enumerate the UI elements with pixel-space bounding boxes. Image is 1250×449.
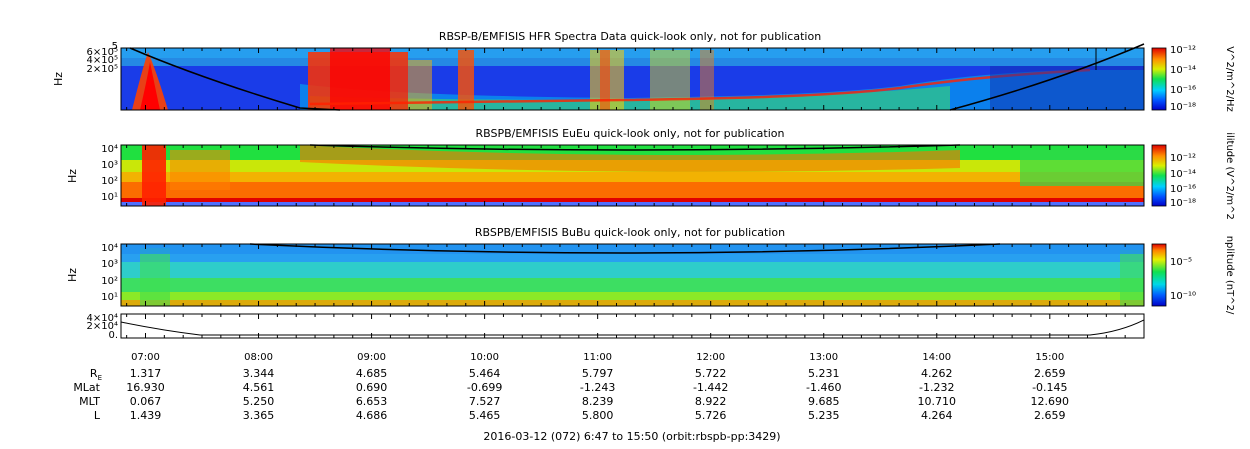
ephemeris-value: 5.722 (695, 367, 727, 380)
panel1-spectrogram (120, 43, 1145, 111)
panel1-ytick: 2×10⁵ (87, 64, 118, 75)
ephemeris-value: 4.685 (356, 367, 388, 380)
ephemeris-value: 4.264 (921, 409, 953, 422)
panel4-line (120, 313, 1145, 339)
x-tick-label: 08:00 (244, 352, 273, 363)
x-axis-ticks (126, 48, 1145, 338)
panel4-ytick: 2×10⁴ (87, 321, 118, 332)
footer-time-range: 2016-03-12 (072) 6:47 to 15:50 (orbit:rb… (483, 430, 780, 443)
ephemeris-value: 5.465 (469, 409, 501, 422)
panel2-title: RBSPB/EMFISIS EuEu quick-look only, not … (475, 127, 784, 140)
x-tick-label: 09:00 (357, 352, 386, 363)
ephemeris-value: 4.686 (356, 409, 388, 422)
panel2-ylabel: Hz (66, 169, 79, 183)
panel3-title: RBSPB/EMFISIS BuBu quick-look only, not … (475, 226, 785, 239)
ephemeris-value: 0.067 (130, 395, 162, 408)
panel3-spectrogram (120, 243, 1145, 307)
panel2-ytick: 10³ (101, 160, 118, 171)
panel3-colorbar: 10⁻⁵ 10⁻¹⁰ nplitude (nT^2/ (1151, 236, 1235, 315)
ephemeris-row-label: MLT (79, 395, 100, 408)
ephemeris-value: -1.460 (806, 381, 841, 394)
ephemeris-value: 5.235 (808, 409, 840, 422)
panel1-cbtick: 10⁻¹⁶ (1170, 85, 1196, 96)
ephemeris-row-label: RE (90, 367, 102, 382)
panel1-ytick-top: 5 (112, 41, 118, 52)
panel2-spectrogram (120, 144, 1145, 207)
panel3-ytick: 10³ (101, 259, 118, 270)
ephemeris-value: 5.231 (808, 367, 840, 380)
ephemeris-value: 1.439 (130, 409, 162, 422)
ephemeris-row-label: L (94, 409, 101, 422)
panel4-ytick: 4×10⁴ (87, 313, 118, 324)
ephemeris-value: -0.145 (1032, 381, 1067, 394)
ephemeris-value: 0.690 (356, 381, 388, 394)
panel3-cbtick: 10⁻¹⁰ (1170, 291, 1196, 302)
ephemeris-value: 5.726 (695, 409, 727, 422)
ephemeris-value: 5.797 (582, 367, 614, 380)
ephemeris-value: 8.239 (582, 395, 614, 408)
ephemeris-value: -1.232 (919, 381, 954, 394)
panel3-cblabel: nplitude (nT^2/ (1224, 236, 1235, 315)
ephemeris-value: -1.243 (580, 381, 615, 394)
ephemeris-value: 7.527 (469, 395, 501, 408)
panel3-ylabel: Hz (66, 268, 79, 282)
ephemeris-value: -1.442 (693, 381, 728, 394)
ephemeris-value: 3.365 (243, 409, 275, 422)
ephemeris-row-label: MLat (73, 381, 100, 394)
x-tick-label: 14:00 (922, 352, 951, 363)
ephemeris-value: 12.690 (1031, 395, 1070, 408)
ephemeris-value: 1.317 (130, 367, 162, 380)
panel2-ytick: 10⁴ (101, 144, 118, 155)
x-tick-label: 07:00 (131, 352, 160, 363)
ephemeris-value: 2.659 (1034, 409, 1066, 422)
panel3-ytick: 10⁴ (101, 243, 118, 254)
panel3-ytick: 10¹ (101, 292, 118, 303)
ephemeris-value: 6.653 (356, 395, 388, 408)
panel1-title: RBSP-B/EMFISIS HFR Spectra Data quick-lo… (439, 30, 821, 43)
panel2-cbtick: 10⁻¹⁶ (1170, 184, 1196, 195)
ephemeris-value: 3.344 (243, 367, 275, 380)
panel3-cbtick: 10⁻⁵ (1170, 257, 1192, 268)
x-tick-label: 12:00 (696, 352, 725, 363)
panel2-cbtick: 10⁻¹⁸ (1170, 198, 1196, 209)
x-tick-label: 13:00 (809, 352, 838, 363)
ephemeris-value: 4.561 (243, 381, 275, 394)
ephemeris-value: 8.922 (695, 395, 727, 408)
panel1-ytick: 6×10⁵ (87, 47, 118, 58)
ephemeris-row-subscript: E (98, 374, 102, 382)
ephemeris-value: 10.710 (918, 395, 957, 408)
ephemeris-value: 2.659 (1034, 367, 1066, 380)
panel1-cbtick: 10⁻¹² (1170, 45, 1196, 56)
panel1-cblabel: V^2/m^2/Hz (1224, 46, 1235, 112)
ephemeris-value: -0.699 (467, 381, 502, 394)
ephemeris-value: 16.930 (126, 381, 165, 394)
panel2-cbtick: 10⁻¹⁴ (1170, 169, 1196, 180)
panel1-cbtick: 10⁻¹⁴ (1170, 65, 1196, 76)
panel3-ytick: 10² (101, 276, 118, 287)
panel1-ylabel: Hz (52, 72, 65, 86)
x-tick-label: 10:00 (470, 352, 499, 363)
ephemeris-value: 9.685 (808, 395, 840, 408)
panel2-ytick: 10² (101, 176, 118, 187)
x-tick-label: 11:00 (583, 352, 612, 363)
x-axis-labels: 07:00 08:00 09:00 10:00 11:00 12:00 13:00 14:00… (131, 352, 1064, 363)
ephemeris-value: 5.464 (469, 367, 501, 380)
panel4-ytick: 0. (108, 330, 118, 341)
panel2-ytick: 10¹ (101, 192, 118, 203)
panel2-cbtick: 10⁻¹² (1170, 153, 1196, 164)
x-tick-label: 15:00 (1035, 352, 1064, 363)
ephemeris-table: RE 1.317 3.344 4.685 5.464 5.797 5.722 5.231 4.2… (73, 367, 1069, 422)
ephemeris-value: 4.262 (921, 367, 953, 380)
panel1-cbtick: 10⁻¹⁸ (1170, 102, 1196, 113)
panel1-colorbar: 10⁻¹² 10⁻¹⁴ 10⁻¹⁶ 10⁻¹⁸ V^2/m^2/Hz (1151, 45, 1235, 113)
panel1-ytick: 4×10⁵ (87, 55, 118, 66)
panel2-cblabel: ilitude (V^2/m^2 (1224, 132, 1235, 220)
ephemeris-value: 5.800 (582, 409, 614, 422)
panel2-colorbar: 10⁻¹² 10⁻¹⁴ 10⁻¹⁶ 10⁻¹⁸ ilitude (V^2/m^2 (1151, 132, 1235, 220)
ephemeris-value: 5.250 (243, 395, 275, 408)
